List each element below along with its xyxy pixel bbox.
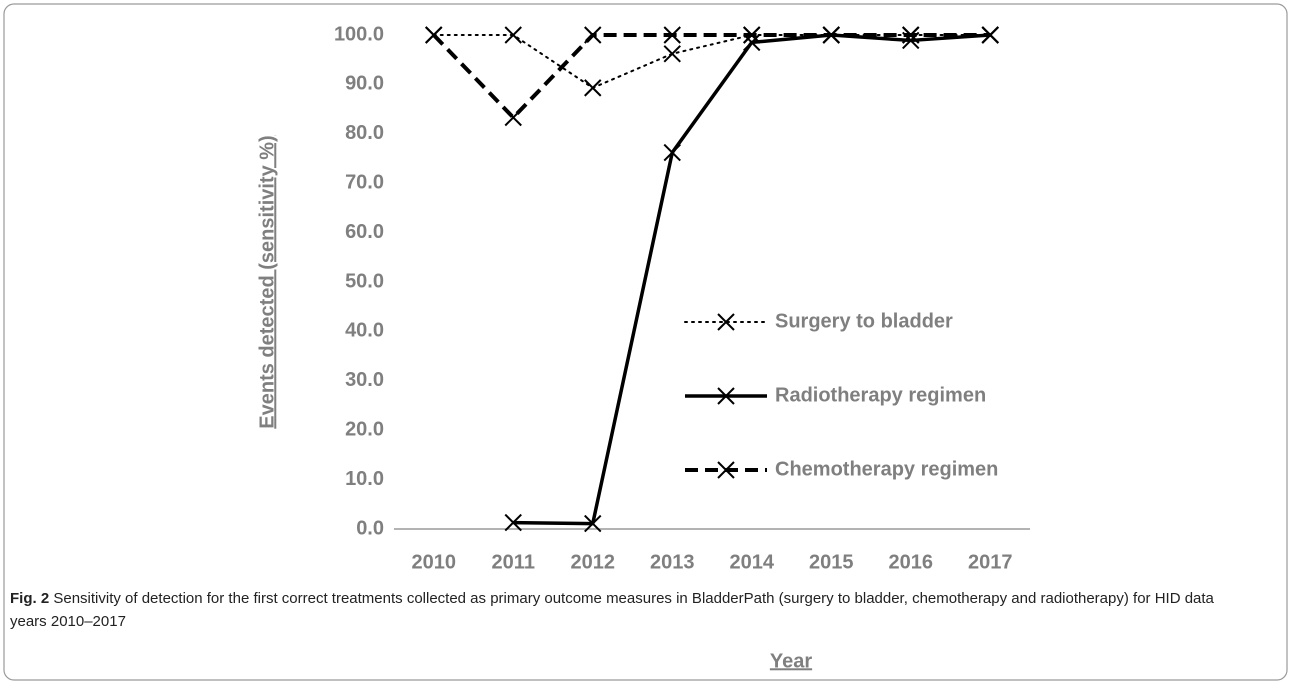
y-tick-label: 20.0 [345, 418, 384, 440]
data-point [743, 26, 761, 44]
x-tick-label: 2012 [571, 551, 616, 573]
data-point [663, 143, 681, 162]
x-tick-label: 2011 [492, 551, 535, 573]
series-line [432, 33, 991, 120]
caption: Fig. 2 Sensitivity of detection for the … [10, 587, 1250, 633]
y-tick-label: 50.0 [345, 270, 384, 292]
legend-marker [717, 313, 735, 331]
y-tick-label: 40.0 [345, 320, 384, 342]
legend-marker [717, 387, 735, 405]
x-tick-label: 2014 [730, 551, 775, 573]
y-tick-label: 90.0 [345, 73, 384, 95]
legend-label: Chemotherapy regimen [775, 458, 998, 480]
data-point [584, 514, 602, 533]
data-point [663, 45, 681, 63]
data-point [584, 26, 602, 44]
data-point [425, 26, 443, 44]
y-tick-label: 100.0 [334, 23, 384, 45]
caption-label: Fig. 2 [10, 590, 50, 607]
y-tick-label: 60.0 [345, 221, 384, 243]
y-tick-label: 30.0 [345, 369, 384, 391]
data-point [663, 26, 681, 44]
x-tick-label: 2010 [412, 551, 457, 573]
x-tick-label: 2013 [650, 551, 695, 573]
legend-label: Surgery to bladder [775, 310, 953, 332]
data-point [822, 26, 840, 44]
data-point [902, 31, 920, 50]
data-point [504, 26, 522, 44]
y-axis-label: Events detected (sensitivity %) [256, 135, 278, 428]
x-tick-label: 2016 [889, 551, 934, 573]
y-tick-label: 10.0 [345, 468, 384, 490]
figure-border [3, 3, 1288, 681]
data-point [504, 513, 522, 532]
legend-marker [717, 461, 735, 479]
caption-text: Sensitivity of detection for the first c… [10, 590, 1214, 630]
x-tick-label: 2015 [809, 551, 854, 573]
y-tick-label: 70.0 [345, 171, 384, 193]
series-line [432, 34, 992, 89]
data-point [743, 33, 761, 52]
data-point [584, 79, 602, 97]
data-point [981, 26, 999, 44]
legend-label: Radiotherapy regimen [775, 384, 986, 406]
y-tick-label: 80.0 [345, 122, 384, 144]
y-tick-label: 0.0 [356, 517, 384, 539]
x-axis-label: Year [770, 650, 812, 672]
data-point [902, 26, 920, 44]
x-tick-label: 2017 [968, 551, 1013, 573]
data-point [504, 108, 522, 127]
series-line [513, 33, 991, 526]
